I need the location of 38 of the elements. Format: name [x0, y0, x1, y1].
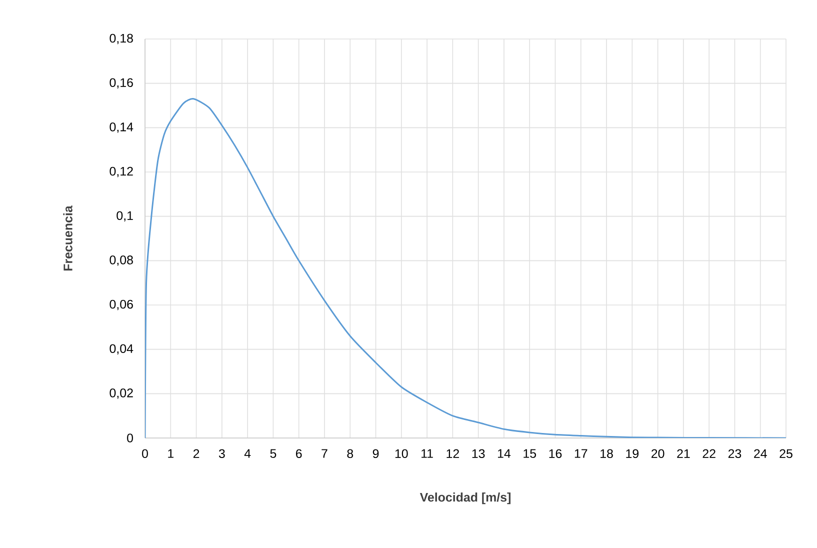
x-tick-label: 20 — [652, 449, 664, 458]
y-tick-label: 0,18 — [110, 34, 133, 44]
x-tick-label: 24 — [754, 449, 767, 458]
x-tick-label: 6 — [296, 449, 302, 458]
x-tick-label: 21 — [677, 449, 690, 458]
x-tick-label: 13 — [472, 449, 485, 458]
x-tick-label: 14 — [498, 449, 511, 458]
x-tick-label: 9 — [372, 449, 379, 458]
x-tick-label: 5 — [270, 449, 276, 458]
x-tick-label: 15 — [524, 449, 536, 458]
y-tick-label: 0,06 — [110, 300, 133, 310]
y-tick-label: 0,02 — [110, 388, 133, 399]
y-tick-label: 0,14 — [110, 122, 134, 133]
x-tick-label: 17 — [574, 449, 588, 458]
x-tick-label: 23 — [728, 449, 742, 458]
x-tick-label: 19 — [626, 449, 639, 458]
x-tick-label: 10 — [395, 449, 408, 458]
y-tick-label: 0,12 — [110, 166, 133, 178]
x-tick-label: 4 — [244, 449, 251, 458]
x-tick-label: 7 — [322, 449, 328, 458]
x-axis-title: Velocidad [m/s] — [420, 492, 510, 504]
x-tick-label: 3 — [218, 449, 225, 458]
y-tick-label: 0,1 — [116, 211, 133, 222]
y-axis-title: Frecuencia — [63, 206, 72, 271]
x-tick-label: 18 — [600, 449, 613, 458]
y-tick-label: 0,08 — [110, 256, 133, 266]
x-tick-label: 2 — [193, 449, 200, 458]
x-tick-label: 22 — [702, 449, 716, 458]
x-tick-label: 16 — [549, 449, 562, 458]
y-tick-label: 0,04 — [110, 344, 134, 354]
x-tick-label: 12 — [446, 449, 459, 458]
x-tick-label: 8 — [347, 449, 354, 458]
y-tick-label: 0 — [127, 434, 133, 442]
x-tick-label: 25 — [780, 449, 792, 458]
y-tick-label: 0,16 — [110, 78, 133, 88]
x-tick-label: 11 — [422, 449, 433, 458]
x-tick-label: 0 — [142, 449, 148, 458]
x-tick-label: 1 — [168, 449, 174, 458]
